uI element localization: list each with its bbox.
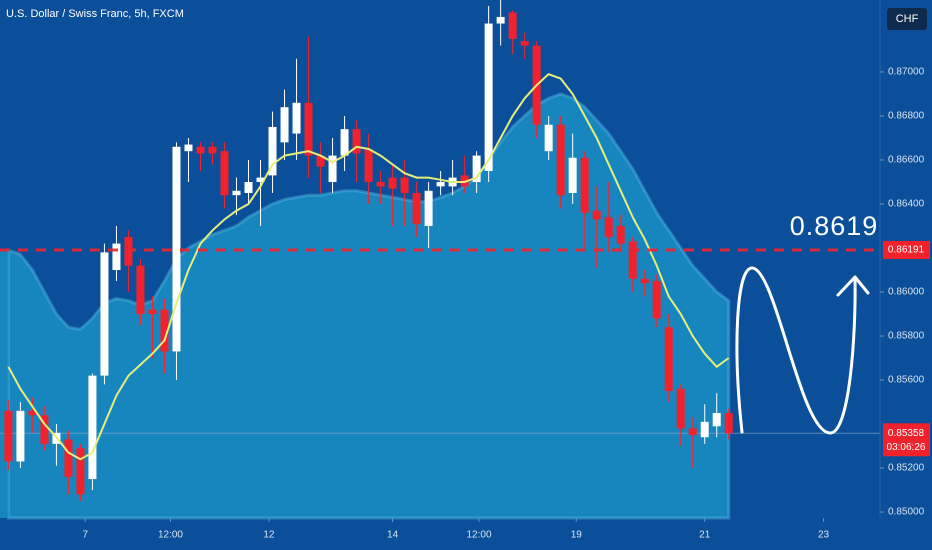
- candle-body: [256, 177, 265, 182]
- candle-body: [40, 415, 49, 444]
- candle-body: [484, 23, 493, 171]
- candle-body: [316, 155, 325, 167]
- y-tick-label: 0.86600: [888, 155, 925, 166]
- candle-body: [292, 102, 301, 134]
- level-price-label: 0.86191: [888, 245, 925, 256]
- candle-body: [388, 177, 397, 189]
- candle-body: [208, 146, 217, 154]
- candle-body: [724, 413, 733, 434]
- candle-body: [580, 157, 589, 213]
- candle-body: [64, 439, 73, 477]
- candle-body: [664, 327, 673, 392]
- moving-average: [7, 73, 730, 461]
- x-tick-label: 12:00: [158, 530, 183, 541]
- candle-body: [436, 181, 445, 187]
- candle-body: [328, 155, 337, 182]
- currency-button[interactable]: [887, 8, 927, 30]
- candle-body: [352, 129, 361, 154]
- candle-body: [568, 157, 577, 193]
- candle-body: [496, 16, 505, 24]
- x-tick-label: 12: [263, 530, 275, 541]
- candle-body: [616, 225, 625, 244]
- candle-body: [412, 192, 421, 224]
- candle-body: [160, 309, 169, 352]
- candle-body: [700, 421, 709, 438]
- candle-body: [628, 241, 637, 279]
- currency-button-label[interactable]: CHF: [896, 13, 919, 25]
- chart-title: U.S. Dollar / Swiss Franc, 5h, FXCM: [6, 8, 184, 20]
- candle-body: [148, 309, 157, 315]
- price-annotation: 0.8619: [790, 211, 879, 241]
- x-tick-label: 12:00: [467, 530, 492, 541]
- candle-body: [280, 107, 289, 143]
- x-tick-label: 21: [699, 530, 711, 541]
- x-tick-label: 14: [387, 530, 399, 541]
- candle-body: [340, 129, 349, 156]
- last-price-label: 0.85358: [888, 428, 925, 439]
- y-tick-label: 0.86800: [888, 111, 925, 122]
- band-area: [6, 92, 731, 520]
- candle-body: [232, 190, 241, 196]
- candle-body: [28, 410, 37, 416]
- candle-body: [652, 281, 661, 319]
- candle-body: [400, 177, 409, 193]
- candle-body: [304, 102, 313, 156]
- candle-body: [520, 41, 529, 46]
- candle-body: [172, 146, 181, 352]
- x-tick-label: 7: [82, 530, 88, 541]
- candle-body: [76, 448, 85, 495]
- candle-body: [592, 210, 601, 220]
- candle-body: [364, 148, 373, 182]
- level-price-box: [883, 240, 930, 259]
- candle-body: [460, 175, 469, 187]
- candle-body: [100, 252, 109, 376]
- candle-body: [676, 388, 685, 429]
- candle-body: [688, 428, 697, 436]
- candle-body: [268, 126, 277, 176]
- plot-area: [0, 0, 880, 520]
- last-price-box: [883, 423, 930, 457]
- candle-body: [556, 124, 565, 196]
- candle-body: [184, 144, 193, 152]
- y-tick-label: 0.86000: [888, 287, 925, 298]
- candle-body: [604, 217, 613, 237]
- candle-body: [544, 124, 553, 152]
- drawn-arrow: [735, 266, 857, 435]
- candle-body: [4, 410, 13, 462]
- candle-body: [508, 12, 517, 39]
- countdown-label: 03:06:26: [887, 442, 926, 453]
- band-left-edge: [0, 250, 9, 518]
- arrow-head: [836, 275, 870, 297]
- x-tick-label: 23: [818, 530, 830, 541]
- y-tick-label: 0.86400: [888, 199, 925, 210]
- y-tick-label: 0.85600: [888, 375, 925, 386]
- candle-body: [712, 413, 721, 427]
- candle-body: [136, 265, 145, 315]
- candle-body: [376, 181, 385, 187]
- x-tick-label: 19: [571, 530, 583, 541]
- y-tick-label: 0.87000: [888, 67, 925, 78]
- y-tick-label: 0.85000: [888, 507, 925, 518]
- candle-body: [244, 181, 253, 193]
- y-tick-label: 0.85800: [888, 331, 925, 342]
- candle-body: [220, 151, 229, 196]
- candle-body: [16, 410, 25, 462]
- candle-body: [424, 190, 433, 226]
- candle-body: [88, 375, 97, 480]
- candle-body: [112, 243, 121, 271]
- candle-body: [640, 278, 649, 284]
- y-tick-label: 0.85200: [888, 463, 925, 474]
- candle-body: [472, 155, 481, 182]
- candle-body: [196, 146, 205, 154]
